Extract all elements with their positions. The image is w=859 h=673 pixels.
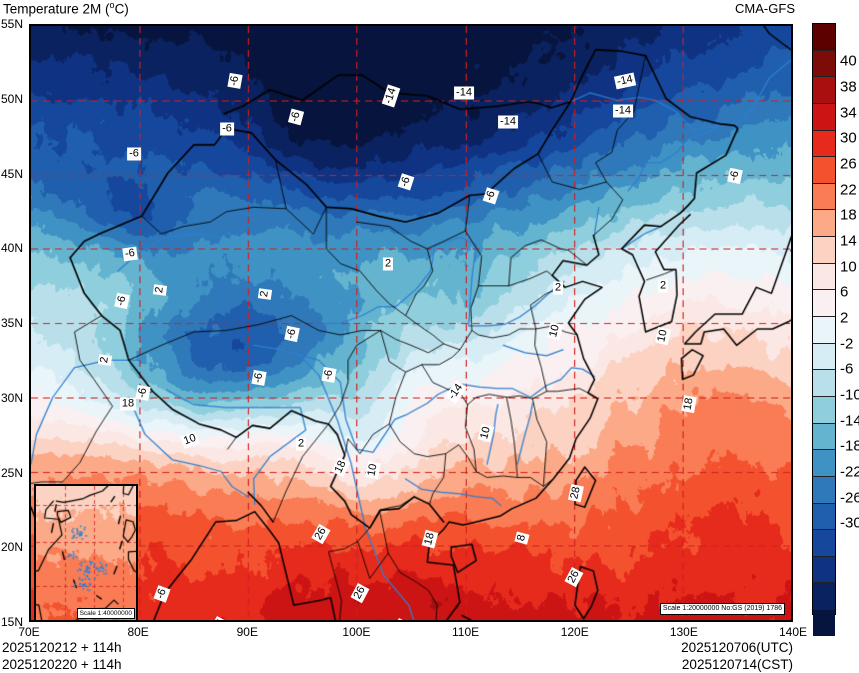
colorbar-swatch — [813, 609, 835, 636]
lon-tick-70E: 70E — [18, 625, 40, 639]
page-title: Temperature 2M (oC) — [3, 0, 129, 17]
colorbar-tick-38: 38 — [840, 78, 857, 96]
lat-tick-40N: 40N — [1, 241, 24, 256]
lat-tick-30N: 30N — [1, 390, 24, 405]
colorbar-swatch — [813, 262, 835, 290]
contour-label: -6 — [220, 122, 234, 136]
contour-label: -6 — [135, 385, 151, 401]
colorbar-tick--2: -2 — [840, 335, 854, 353]
degree-symbol: o — [109, 0, 115, 10]
contour-label: -14 — [613, 104, 633, 118]
map-panel[interactable]: -6 -6 -14 -14 -14 -14 -14 -6 -6 -6 -6 -6 -6 2 2 -6 2 2 2 -6… — [29, 24, 793, 622]
lat-tick-55N: 55N — [1, 17, 24, 31]
lon-tick-130E: 130E — [669, 625, 698, 639]
contour-label: 2 — [552, 281, 564, 295]
colorbar-swatch — [813, 24, 835, 50]
valid-time-cst: 2025120714(CST) — [681, 657, 793, 672]
contour-label: 2 — [152, 284, 168, 296]
colorbar-tick-14: 14 — [840, 232, 857, 250]
colorbar-swatch — [813, 422, 835, 450]
colorbar-tick-22: 22 — [840, 181, 857, 199]
contour-label: -14 — [454, 86, 474, 100]
lat-tick-35N: 35N — [1, 316, 24, 330]
colorbar-tick-18: 18 — [840, 206, 857, 224]
contour-label: -6 — [227, 73, 243, 89]
colorbar-tick-40: 40 — [840, 52, 857, 70]
colorbar-tick-26: 26 — [840, 155, 857, 173]
lon-tick-100E: 100E — [342, 625, 371, 639]
contour-label: -14 — [498, 115, 518, 129]
temperature-field-canvas — [31, 26, 791, 620]
contour-label: -6 — [321, 367, 337, 383]
contour-label: -6 — [251, 370, 267, 386]
colorbar-tick--26: -26 — [840, 489, 859, 507]
colorbar-tick--30: -30 — [840, 514, 859, 532]
lon-tick-110E: 110E — [451, 625, 480, 639]
init-time-line-1: 2025120212 + 114h — [2, 640, 122, 655]
lon-tick-120E: 120E — [560, 625, 589, 639]
colorbar-swatch — [813, 342, 835, 370]
contour-label: 18 — [119, 397, 137, 411]
contour-label: -6 — [127, 147, 141, 161]
contour-label: 2 — [295, 437, 307, 451]
colorbar-swatch — [813, 555, 835, 583]
colorbar[interactable] — [812, 23, 836, 636]
lat-tick-25N: 25N — [1, 465, 24, 480]
lon-tick-80E: 80E — [127, 625, 149, 639]
colorbar-swatch — [813, 76, 835, 103]
colorbar-swatch — [813, 236, 835, 263]
colorbar-swatch — [813, 102, 835, 130]
lat-tick-20N: 20N — [1, 540, 24, 555]
map-scale-badge: Scale 1:20000000 No:GS (2019) 1786 — [659, 603, 785, 615]
colorbar-tick-2: 2 — [840, 309, 849, 327]
contour-label: 2 — [257, 288, 273, 300]
model-label: CMA-GFS — [735, 1, 795, 16]
lat-tick-45N: 45N — [1, 166, 24, 181]
colorbar-swatch — [813, 316, 835, 343]
contour-label: 2 — [382, 257, 394, 271]
contour-label: 2 — [97, 354, 113, 366]
page-title-suffix: C) — [114, 1, 129, 17]
colorbar-swatch — [813, 449, 835, 476]
lon-tick-90E: 90E — [236, 625, 258, 639]
colorbar-tick-10: 10 — [840, 258, 857, 276]
valid-time-utc: 2025120706(UTC) — [681, 640, 793, 655]
lat-tick-50N: 50N — [1, 91, 24, 106]
colorbar-swatch — [813, 475, 835, 503]
colorbar-tick-30: 30 — [840, 129, 857, 147]
lon-tick-140E: 140E — [778, 625, 808, 639]
contour-label: -6 — [122, 246, 138, 262]
header-bar: Temperature 2M (oC) CMA-GFS — [0, 0, 859, 17]
colorbar-tick-6: 6 — [840, 283, 849, 301]
colorbar-tick--18: -18 — [840, 437, 859, 455]
contour-label: 2 — [657, 279, 669, 293]
colorbar-tick--22: -22 — [840, 463, 859, 481]
colorbar-swatch — [813, 369, 835, 396]
lat-tick-15N: 15N — [1, 615, 24, 629]
colorbar-tick-34: 34 — [840, 104, 857, 122]
colorbar-swatch — [813, 156, 835, 183]
init-time-line-2: 2025120220 + 114h — [2, 657, 122, 672]
inset-scale-badge: Scale 1:40000000 — [76, 608, 135, 619]
contour-label: 10 — [365, 460, 381, 480]
colorbar-swatch — [813, 129, 835, 157]
colorbar-swatch — [813, 582, 835, 610]
colorbar-swatch — [813, 49, 835, 77]
colorbar-tick--14: -14 — [840, 412, 859, 430]
colorbar-swatch — [813, 395, 835, 423]
south-china-sea-inset: Scale 1:40000000 — [34, 484, 138, 620]
colorbar-swatch — [813, 502, 835, 530]
colorbar-tick--6: -6 — [840, 360, 854, 378]
inset-temperature-canvas — [36, 486, 136, 620]
colorbar-swatch — [813, 209, 835, 237]
colorbar-tick--10: -10 — [840, 386, 859, 404]
colorbar-swatch — [813, 289, 835, 317]
page-title-prefix: Temperature 2M ( — [3, 1, 110, 17]
contour-label: 18 — [681, 394, 697, 414]
colorbar-swatch — [813, 529, 835, 556]
colorbar-swatch — [813, 182, 835, 210]
